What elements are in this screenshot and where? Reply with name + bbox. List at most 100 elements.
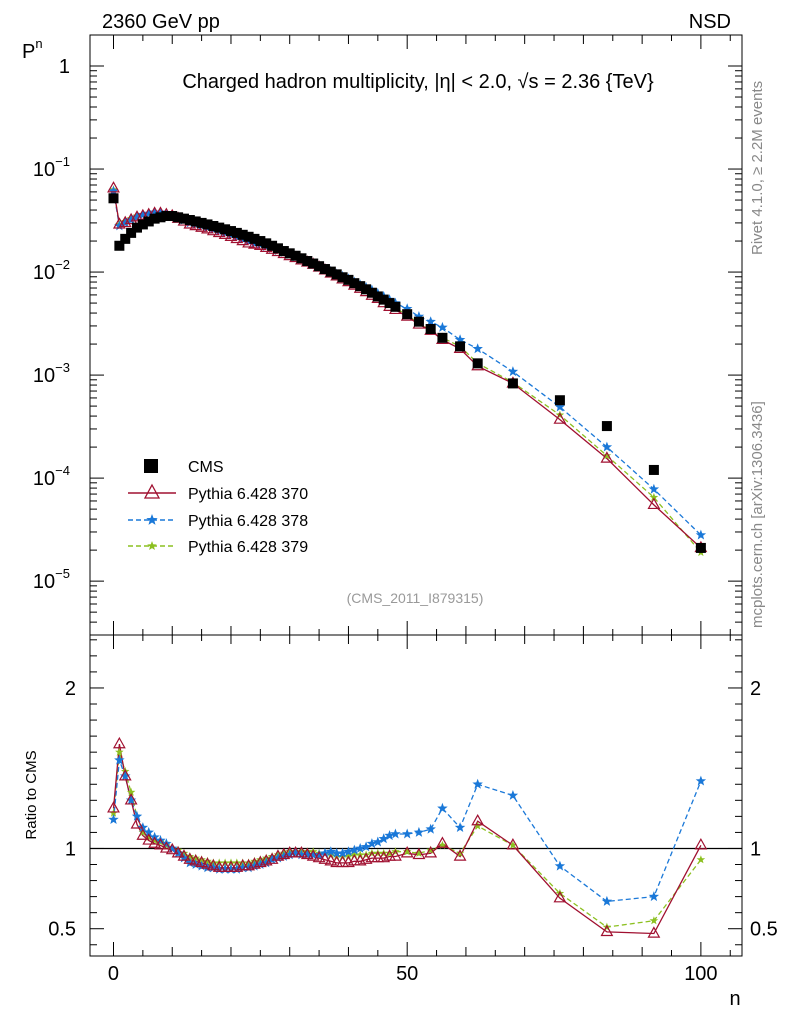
main-marker-cms [184, 215, 195, 226]
ratio-marker-378 [272, 852, 284, 863]
main-marker-370 [118, 215, 132, 228]
ratio-line-370 [112, 743, 702, 935]
ratio-marker-370 [412, 847, 426, 860]
ratio-marker-379 [191, 853, 200, 862]
main-marker-cms [167, 211, 178, 222]
header-left: 2360 GeV pp [102, 11, 220, 33]
ratio-marker-379 [414, 848, 424, 857]
ratio-marker-378 [454, 822, 466, 832]
main-marker-cms [302, 256, 313, 267]
ratio-marker-378 [349, 844, 360, 855]
main-marker-cms [437, 332, 448, 343]
x-tick-label: 50 [396, 963, 418, 985]
main-marker-cms [284, 248, 295, 259]
main-marker-378 [120, 217, 131, 228]
ratio-marker-378 [472, 778, 483, 789]
ratio-marker-378 [372, 836, 384, 847]
ratio-marker-370 [148, 836, 162, 848]
legend-label-370: Pythia 6.428 370 [188, 486, 308, 503]
ratio-marker-378 [184, 857, 196, 868]
ratio-marker-370 [159, 841, 173, 853]
main-marker-cms [384, 298, 395, 309]
ratio-marker-370 [647, 926, 661, 938]
ratio-marker-378 [190, 859, 201, 869]
rivet-label: Rivet 4.1.0, ≥ 2.2M events [749, 81, 766, 255]
main-marker-370 [600, 451, 614, 463]
ratio-y-label: Ratio to CMS [23, 750, 40, 839]
main-marker-378 [155, 206, 166, 217]
ratio-marker-379 [455, 848, 465, 857]
ratio-marker-378 [261, 857, 272, 868]
ratio-marker-370 [118, 769, 132, 781]
main-marker-cms [413, 316, 424, 327]
ratio-marker-370 [206, 858, 220, 871]
ratio-marker-370 [171, 846, 185, 858]
ratio-marker-370 [300, 847, 314, 860]
main-marker-cms [214, 222, 225, 233]
x-axis-label: n [729, 988, 740, 1010]
ratio-y-tick-label: 1 [65, 838, 76, 860]
ratio-marker-379 [696, 855, 706, 864]
ratio-marker-378 [214, 863, 225, 874]
ratio-marker-370 [694, 838, 708, 850]
main-marker-cms [225, 226, 236, 237]
main-marker-cms [237, 229, 248, 240]
main-marker-cms [319, 264, 330, 275]
ratio-panel-frame [89, 634, 743, 957]
main-marker-cms [366, 287, 377, 298]
main-marker-cms [290, 250, 301, 261]
main-marker-cms [126, 227, 137, 238]
ratio-marker-370 [453, 849, 467, 861]
x-tick-label: 100 [684, 963, 717, 985]
ratio-marker-378 [178, 852, 190, 863]
ratio-marker-370 [295, 846, 308, 858]
main-marker-370 [124, 212, 138, 225]
ratio-marker-370 [318, 852, 332, 864]
main-marker-378 [425, 316, 436, 327]
main-y-tick-label: 10−3 [33, 360, 70, 387]
ratio-y-tick-label-right: 0.5 [750, 919, 778, 941]
main-y-tick-label: 10−1 [33, 154, 70, 181]
ratio-marker-370 [124, 793, 138, 805]
ratio-marker-378 [208, 862, 219, 873]
main-marker-378 [108, 185, 119, 196]
main-marker-370 [647, 497, 661, 510]
main-marker-cms [108, 193, 119, 204]
main-marker-cms [314, 261, 325, 272]
ratio-marker-370 [306, 849, 320, 861]
main-marker-cms [243, 231, 254, 242]
main-y-tick-exponent: −1 [55, 154, 70, 169]
ratio-marker-370 [400, 846, 414, 858]
ratio-marker-370 [107, 801, 120, 813]
ratio-marker-370 [201, 857, 214, 869]
main-marker-378 [648, 483, 660, 494]
main-marker-cms [554, 395, 565, 406]
ratio-marker-378 [413, 826, 425, 837]
main-marker-378 [143, 208, 154, 218]
main-y-tick-exponent: −4 [55, 463, 70, 478]
mcplots-label: mcplots.cern.ch [arXiv:1306.3436] [749, 401, 766, 628]
main-marker-cms [220, 224, 231, 235]
main-marker-cms [249, 233, 260, 244]
ratio-marker-378 [266, 854, 278, 865]
ratio-marker-378 [390, 828, 401, 839]
ratio-marker-378 [249, 860, 260, 871]
main-marker-cms [208, 220, 219, 231]
legend-label-378: Pythia 6.428 378 [188, 513, 308, 530]
ratio-marker-378 [402, 828, 413, 839]
main-line-378 [112, 191, 702, 536]
ratio-marker-378 [313, 849, 325, 860]
main-marker-378 [402, 303, 413, 314]
main-marker-378 [149, 206, 160, 217]
main-marker-cms [196, 217, 207, 228]
ratio-marker-379 [426, 845, 435, 854]
main-marker-cms [472, 358, 483, 369]
ratio-marker-378 [125, 794, 137, 805]
ratio-marker-378 [167, 843, 178, 853]
main-marker-cms [202, 219, 213, 230]
main-marker-cms [337, 272, 348, 283]
ratio-marker-370 [265, 852, 279, 864]
main-marker-cms [149, 213, 160, 224]
main-marker-cms [331, 269, 342, 280]
main-marker-378 [554, 401, 566, 412]
